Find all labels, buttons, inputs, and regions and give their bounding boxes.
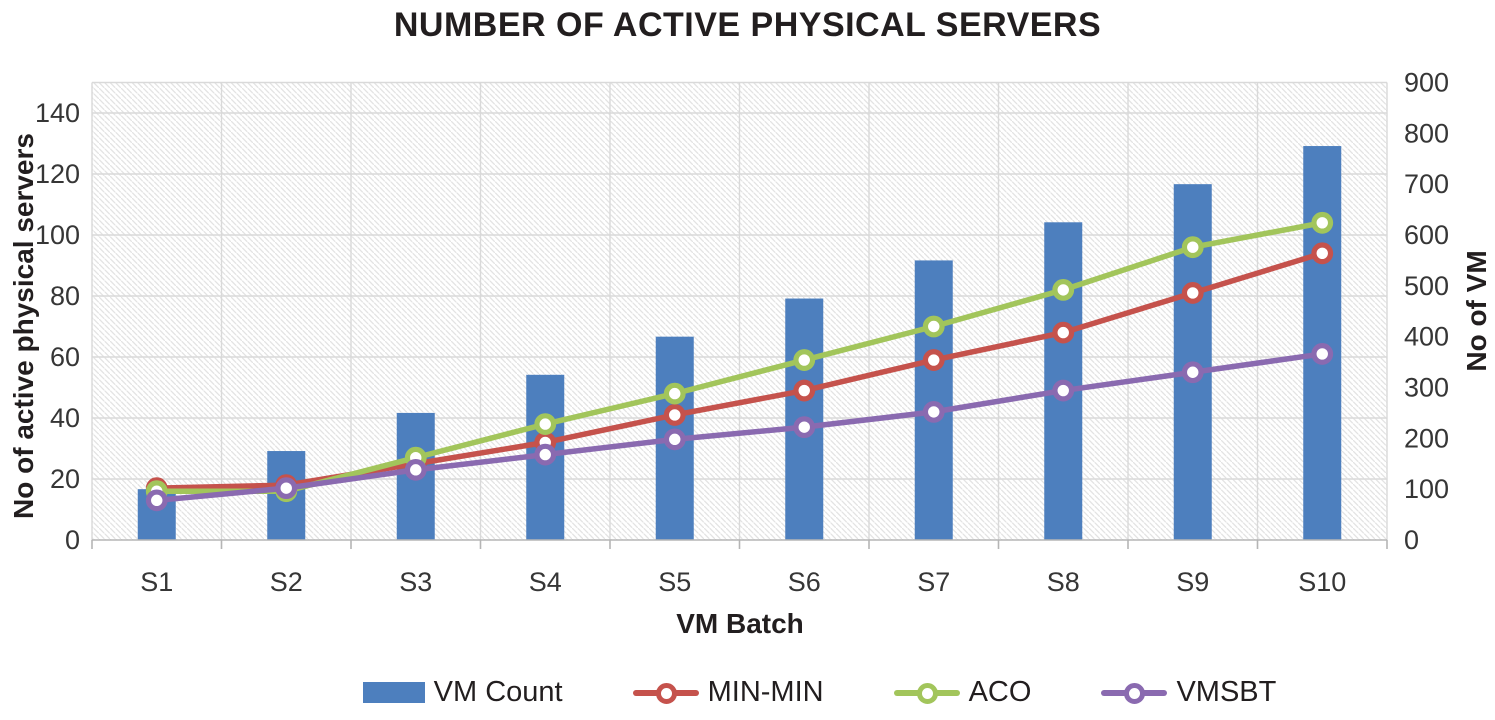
legend-label-vm-count: VM Count: [433, 676, 563, 708]
legend-swatch-min-min: [632, 682, 699, 704]
right-axis-tick-label: 700: [1404, 169, 1449, 199]
marker-ACO-S4: [534, 413, 557, 436]
x-axis-category-label: S5: [658, 567, 691, 597]
right-axis-tick-label: 900: [1404, 68, 1449, 98]
marker-MIN-MIN-S9: [1181, 282, 1204, 304]
marker-ACO-S6: [793, 349, 816, 371]
left-axis-tick-label: 60: [50, 342, 80, 372]
left-axis-title: No of active physical servers: [8, 133, 39, 519]
marker-VMSBT-S8: [1052, 379, 1075, 402]
right-axis-tick-label: 300: [1404, 373, 1449, 403]
right-axis-tick-label: 200: [1404, 423, 1449, 453]
legend-item-aco: ACO: [893, 676, 1032, 708]
right-axis-tick-label: 600: [1404, 220, 1449, 250]
marker-VMSBT-S1: [145, 489, 168, 512]
right-axis-tick-label: 800: [1404, 118, 1449, 148]
marker-ACO-S5: [663, 382, 686, 405]
legend-swatch-vm-count: [362, 682, 425, 703]
legend-label-vmsbt: VMSBT: [1176, 676, 1277, 708]
marker-ACO-S7: [922, 315, 945, 338]
legend-label-aco: ACO: [968, 676, 1032, 708]
marker-VMSBT-S9: [1181, 361, 1204, 384]
marker-ACO-S9: [1181, 236, 1204, 259]
right-axis-title: No of VM: [1461, 250, 1492, 372]
x-axis-category-label: S6: [788, 567, 821, 597]
left-axis-tick-label: 140: [35, 98, 80, 128]
marker-VMSBT-S7: [922, 401, 945, 423]
left-axis-tick-label: 80: [50, 281, 80, 311]
line-VMSBT: [154, 351, 1325, 504]
x-axis-category-label: S8: [1047, 567, 1080, 597]
x-axis-category-label: S10: [1298, 567, 1346, 597]
left-axis-tick-label: 40: [50, 403, 80, 433]
line-ACO: [154, 220, 1325, 494]
x-axis-category-label: S7: [917, 567, 950, 597]
right-axis-tick-label: 100: [1404, 474, 1449, 504]
legend: VM Count MIN-MIN ACO VMSBT: [72, 678, 1495, 707]
left-axis-tick-label: 20: [50, 464, 80, 494]
legend-label-min-min: MIN-MIN: [707, 676, 824, 708]
marker-VMSBT-S4: [534, 443, 557, 466]
marker-MIN-MIN-S7: [922, 349, 945, 371]
marker-MIN-MIN-S10: [1311, 242, 1334, 265]
left-axis-tick-label: 100: [35, 220, 80, 250]
marker-VMSBT-S6: [793, 416, 816, 439]
marker-MIN-MIN-S8: [1052, 321, 1075, 344]
right-axis-tick-label: 400: [1404, 322, 1449, 352]
left-axis-tick-label: 120: [35, 159, 80, 189]
right-axis-tick-label: 500: [1404, 271, 1449, 301]
bar-S7: [914, 260, 953, 540]
marker-VMSBT-S5: [663, 428, 686, 451]
x-axis-title: VM Batch: [676, 608, 804, 639]
plot-area: 0 20 40 60 80 100 120 140 0 100 200 300 400 500 600 700…: [35, 68, 1449, 598]
right-axis-tick-label: 0: [1404, 525, 1419, 555]
marker-ACO-S10: [1311, 211, 1334, 234]
legend-swatch-aco: [893, 682, 960, 704]
x-axis-category-label: S9: [1176, 567, 1209, 597]
legend-item-min-min: MIN-MIN: [632, 676, 824, 708]
bar-S10: [1303, 146, 1342, 540]
x-axis-category-label: S2: [270, 567, 303, 597]
legend-item-vm-count: VM Count: [362, 676, 563, 708]
marker-MIN-MIN-S6: [793, 379, 816, 402]
legend-swatch-vmsbt: [1101, 682, 1168, 704]
x-axis-category-label: S4: [529, 567, 562, 597]
marker-MIN-MIN-S5: [663, 404, 686, 426]
legend-item-vmsbt: VMSBT: [1101, 678, 1276, 707]
marker-ACO-S8: [1052, 279, 1075, 301]
marker-VMSBT-S2: [275, 477, 298, 500]
x-axis-category-label: S3: [399, 567, 432, 597]
left-axis-tick-label: 0: [65, 525, 80, 555]
marker-VMSBT-S10: [1311, 343, 1334, 365]
marker-VMSBT-S3: [404, 458, 427, 481]
x-axis-category-label: S1: [140, 567, 173, 597]
chart-title: NUMBER OF ACTIVE PHYSICAL SERVERS: [393, 6, 1102, 44]
